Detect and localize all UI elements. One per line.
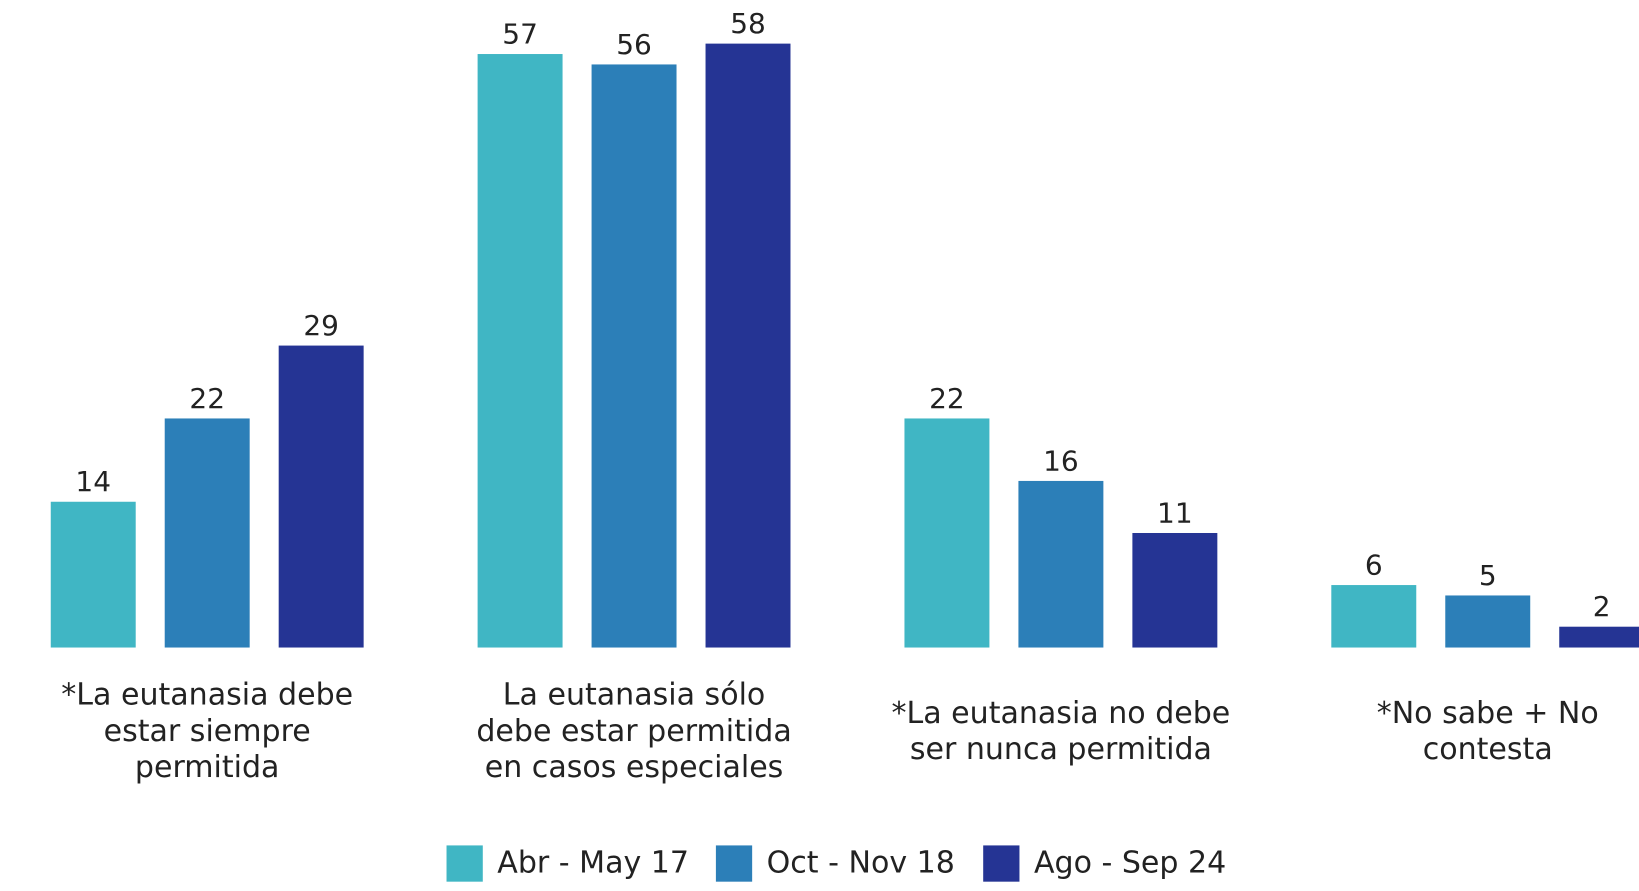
category-label: permitida bbox=[135, 750, 280, 785]
bar bbox=[904, 418, 990, 648]
data-label: 57 bbox=[502, 17, 538, 50]
data-label: 56 bbox=[616, 28, 652, 61]
bar bbox=[705, 43, 791, 648]
category-label: ser nunca permitida bbox=[910, 732, 1212, 767]
data-label: 22 bbox=[189, 382, 225, 415]
bar bbox=[164, 418, 250, 648]
data-label: 5 bbox=[1479, 559, 1497, 592]
bar bbox=[1559, 626, 1639, 648]
legend-label: Ago - Sep 24 bbox=[1034, 846, 1226, 881]
category-label: La eutanasia sólo bbox=[503, 678, 765, 713]
data-label: 16 bbox=[1043, 444, 1079, 477]
legend-label: Abr - May 17 bbox=[497, 846, 689, 881]
bar bbox=[278, 345, 364, 648]
bar bbox=[1445, 595, 1531, 648]
category-label: *No sabe + No bbox=[1377, 696, 1599, 731]
bar bbox=[50, 501, 136, 648]
legend-swatch bbox=[983, 845, 1020, 882]
data-label: 58 bbox=[730, 7, 766, 40]
bar bbox=[591, 64, 677, 648]
legend-swatch bbox=[446, 845, 483, 882]
bar bbox=[1018, 480, 1104, 648]
category-label: *La eutanasia debe bbox=[61, 678, 353, 713]
category-label: debe estar permitida bbox=[476, 714, 791, 749]
data-label: 29 bbox=[303, 309, 339, 342]
category-label: *La eutanasia no debe bbox=[892, 696, 1231, 731]
bar bbox=[477, 54, 563, 648]
legend-swatch bbox=[715, 845, 753, 882]
data-label: 2 bbox=[1593, 590, 1611, 623]
bar bbox=[1132, 532, 1218, 648]
legend-label: Oct - Nov 18 bbox=[767, 846, 955, 881]
bar bbox=[1331, 585, 1417, 648]
category-label: en casos especiales bbox=[485, 750, 784, 785]
data-label: 11 bbox=[1157, 496, 1193, 529]
data-label: 14 bbox=[75, 465, 111, 498]
category-label: estar siempre bbox=[104, 714, 311, 749]
data-label: 22 bbox=[929, 382, 965, 415]
data-label: 6 bbox=[1365, 548, 1383, 581]
category-label: contesta bbox=[1423, 732, 1553, 767]
